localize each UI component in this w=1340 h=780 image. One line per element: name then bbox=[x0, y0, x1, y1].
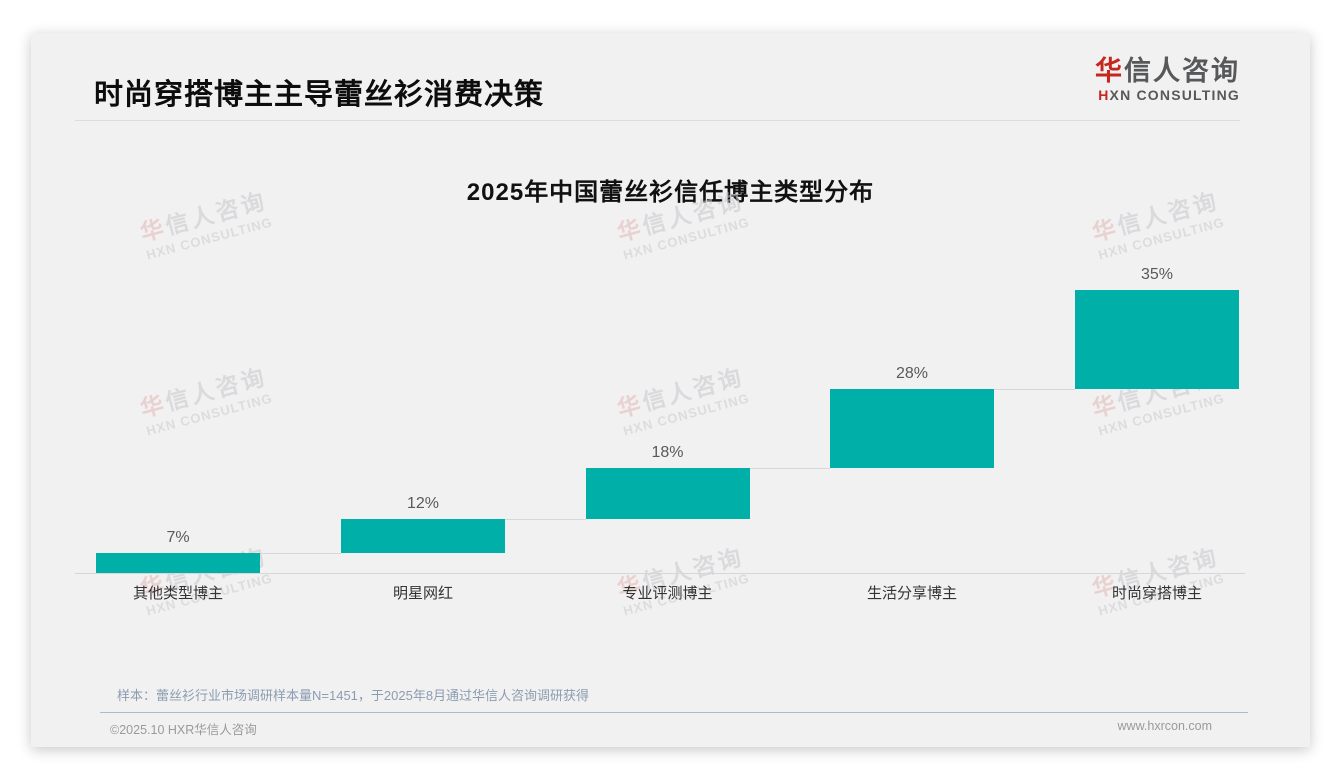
step-connector-line bbox=[505, 519, 586, 521]
website-text: www.hxrcon.com bbox=[1117, 719, 1212, 733]
header-divider bbox=[75, 120, 1240, 121]
footnote-divider bbox=[100, 712, 1248, 713]
waterfall-chart: 7% 其他类型博主 12% 明星网红 18% 专业评测博主 28% 生活分享博主 35% 时尚穿搭… bbox=[31, 33, 1310, 747]
value-label: 35% bbox=[1140, 266, 1174, 283]
category-label: 时尚穿搭博主 bbox=[1111, 585, 1202, 602]
step-connector-line bbox=[749, 468, 830, 470]
waterfall-bar bbox=[585, 468, 750, 520]
value-label: 28% bbox=[895, 365, 929, 383]
waterfall-bar bbox=[1075, 290, 1239, 390]
value-label: 18% bbox=[651, 444, 684, 462]
page-title: 时尚穿搭博主主导蕾丝衫消费决策 bbox=[94, 79, 545, 111]
waterfall-bar bbox=[96, 553, 260, 573]
x-axis-line bbox=[75, 573, 1245, 574]
company-logo: 华信人咨询 HXN CONSULTING bbox=[1095, 56, 1240, 103]
category-label: 其他类型博主 bbox=[132, 585, 223, 602]
value-label: 7% bbox=[166, 529, 190, 547]
copyright-text: ©2025.10 HXR华信人咨询 bbox=[110, 723, 257, 737]
category-label: 明星网红 bbox=[392, 585, 453, 602]
sample-note: 样本：蕾丝衫行业市场调研样本量N=1451，于2025年8月通过华信人咨询调研获… bbox=[117, 688, 590, 703]
waterfall-bar bbox=[830, 389, 994, 469]
step-connector-line bbox=[260, 553, 341, 555]
report-card: 时尚穿搭博主主导蕾丝衫消费决策 华信人咨询 HXN CONSULTING 202… bbox=[31, 33, 1310, 747]
category-label: 专业评测博主 bbox=[622, 585, 713, 602]
logo-chinese-name: 华信人咨询 bbox=[1095, 56, 1240, 86]
waterfall-bar bbox=[341, 519, 505, 554]
category-label: 生活分享博主 bbox=[866, 585, 957, 602]
step-connector-line bbox=[994, 389, 1075, 391]
value-label: 12% bbox=[406, 495, 440, 513]
chart-title: 2025年中国蕾丝衫信任博主类型分布 bbox=[466, 179, 875, 206]
logo-english-name: HXN CONSULTING bbox=[1098, 86, 1240, 103]
